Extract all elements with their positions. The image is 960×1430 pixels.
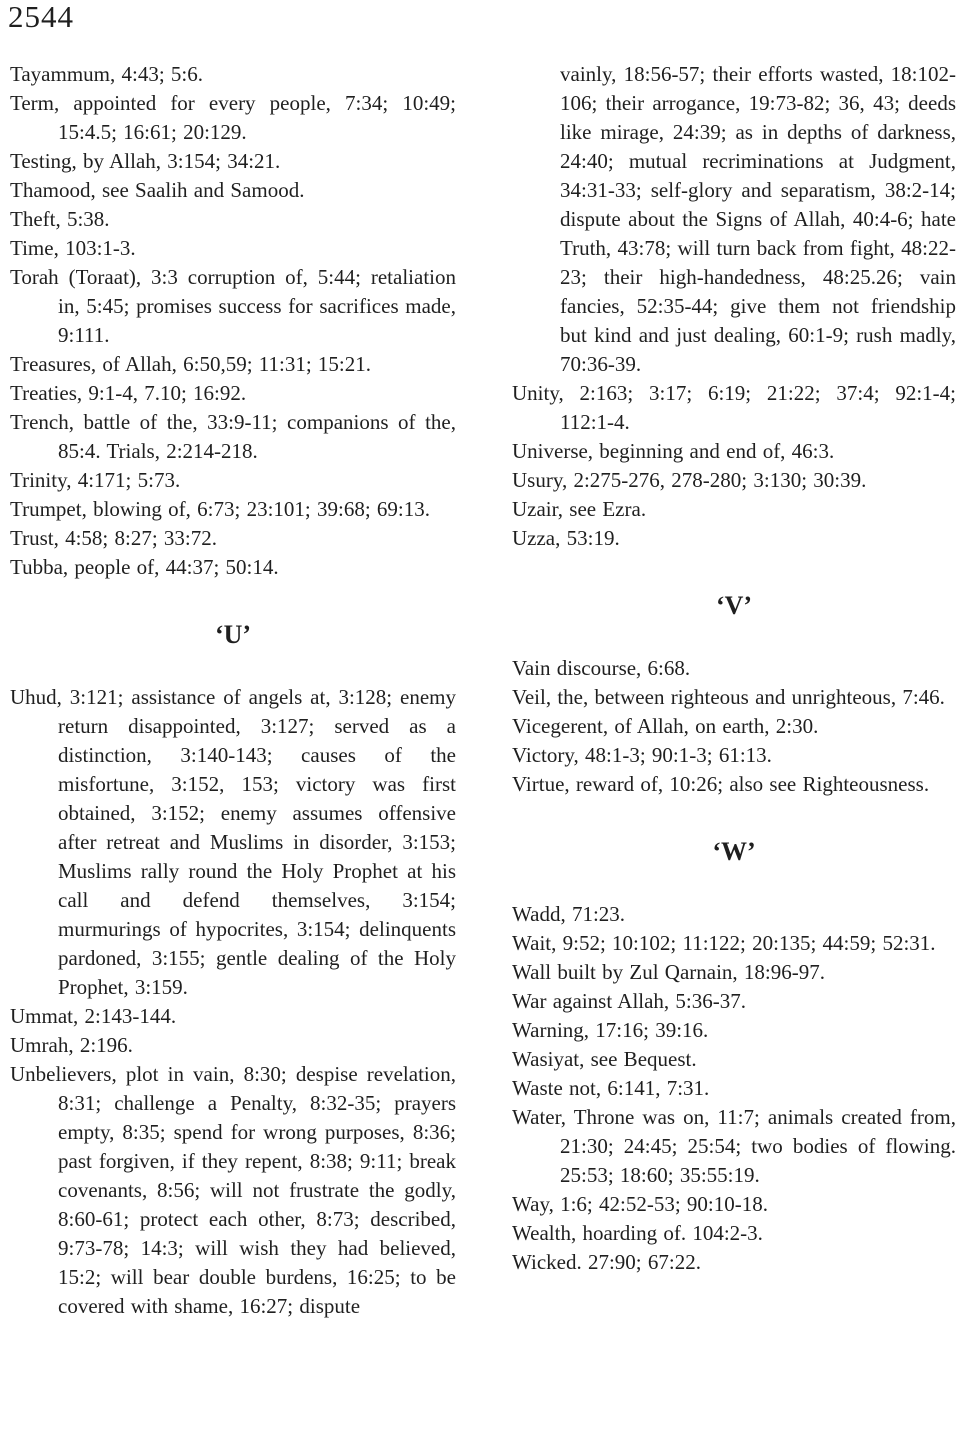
index-column-left: Tayammum, 4:43; 5:6. Term, appointed for … <box>10 60 456 1321</box>
index-entry: Vain discourse, 6:68. <box>512 656 691 680</box>
index-entry: Testing, by Allah, 3:154; 34:21. <box>10 149 281 173</box>
index-entry: Trust, 4:58; 8:27; 33:72. <box>10 526 218 550</box>
index-entry: Treasures, of Allah, 6:50,59; 11:31; 15:… <box>10 352 372 376</box>
index-entry: Wicked. 27:90; 67:22. <box>512 1250 701 1274</box>
index-entry: Uzair, see Ezra. <box>512 497 647 521</box>
index-column-right: vainly, 18:56-57; their efforts wasted, … <box>512 60 956 1277</box>
index-entry: Unbelievers, plot in vain, 8:30; despise… <box>10 1062 456 1318</box>
index-entry: Uzza, 53:19. <box>512 526 620 550</box>
index-entry: Theft, 5:38. <box>10 207 110 231</box>
index-entry: Torah (Toraat), 3:3 corruption of, 5:44;… <box>10 265 456 347</box>
index-entry: Term, appointed for every people, 7:34; … <box>10 91 456 144</box>
index-entry: Time, 103:1-3. <box>10 236 136 260</box>
page-number: 2544 <box>8 0 74 34</box>
index-entry: Wall built by Zul Qarnain, 18:96-97. <box>512 960 826 984</box>
index-entry: War against Allah, 5:36-37. <box>512 989 747 1013</box>
index-entry: Tubba, people of, 44:37; 50:14. <box>10 555 279 579</box>
index-entry: Warning, 17:16; 39:16. <box>512 1018 709 1042</box>
index-entry: Trench, battle of the, 33:9-11; companio… <box>10 410 456 463</box>
index-entry: Universe, beginning and end of, 46:3. <box>512 439 835 463</box>
index-entry: Treaties, 9:1-4, 7.10; 16:92. <box>10 381 247 405</box>
index-entry: Vicegerent, of Allah, on earth, 2:30. <box>512 714 819 738</box>
index-entry: Wealth, hoarding of. 104:2-3. <box>512 1221 763 1245</box>
index-entry: Umrah, 2:196. <box>10 1033 133 1057</box>
index-entry: Victory, 48:1-3; 90:1-3; 61:13. <box>512 743 772 767</box>
index-entry: Virtue, reward of, 10:26; also see Right… <box>512 772 930 796</box>
section-heading: ‘W’ <box>712 837 756 866</box>
index-entry: Water, Throne was on, 11:7; animals crea… <box>512 1105 956 1187</box>
index-entry: Wasiyat, see Bequest. <box>512 1047 697 1071</box>
index-entry: Trumpet, blowing of, 6:73; 23:101; 39:68… <box>10 497 430 521</box>
index-entry: Trinity, 4:171; 5:73. <box>10 468 181 492</box>
section-heading: ‘V’ <box>715 591 753 620</box>
index-entry: Usury, 2:275-276, 278-280; 3:130; 30:39. <box>512 468 867 492</box>
index-entry: Waste not, 6:141, 7:31. <box>512 1076 710 1100</box>
index-entry: Tayammum, 4:43; 5:6. <box>10 62 204 86</box>
index-entry-continuation: vainly, 18:56-57; their efforts wasted, … <box>560 62 956 376</box>
index-entry: Wadd, 71:23. <box>512 902 626 926</box>
index-entry: Unity, 2:163; 3:17; 6:19; 21:22; 37:4; 9… <box>512 381 956 434</box>
index-entry: Thamood, see Saalih and Samood. <box>10 178 305 202</box>
index-entry: Veil, the, between righteous and unright… <box>512 685 945 709</box>
index-entry: Uhud, 3:121; assistance of angels at, 3:… <box>10 685 456 999</box>
index-entry: Ummat, 2:143-144. <box>10 1004 177 1028</box>
index-entry: Wait, 9:52; 10:102; 11:122; 20:135; 44:5… <box>512 931 936 955</box>
index-entry: Way, 1:6; 42:52-53; 90:10-18. <box>512 1192 769 1216</box>
section-heading: ‘U’ <box>214 620 252 649</box>
